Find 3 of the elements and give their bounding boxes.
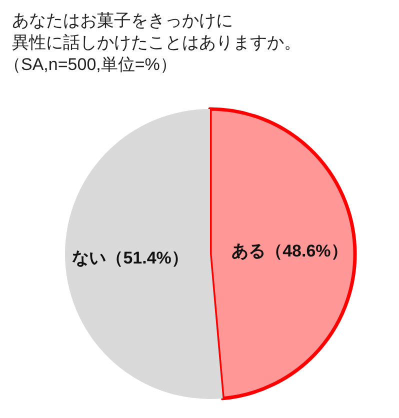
- title: あなたはお菓子をきっかけに: [12, 11, 233, 30]
- annotation: （SA,n=500,単位=%）: [4, 55, 177, 74]
- subtitle: 異性に話しかけたことはありますか。: [12, 33, 301, 52]
